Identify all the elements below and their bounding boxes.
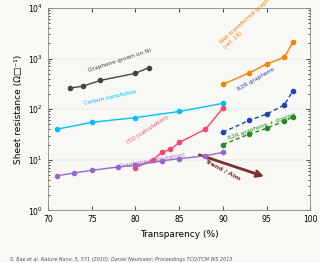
Text: R2R graphene + doping: R2R graphene + doping: [227, 113, 296, 141]
Y-axis label: Sheet resistance (Ω□⁻¹): Sheet resistance (Ω□⁻¹): [14, 54, 23, 164]
Text: Carbon nanotubes: Carbon nanotubes: [83, 89, 137, 106]
X-axis label: Transparency (%): Transparency (%): [140, 230, 219, 239]
Text: Graphene (calculation): Graphene (calculation): [118, 153, 185, 169]
Text: Trend / Aim: Trend / Aim: [204, 158, 241, 181]
Text: Wet-transferred graphene
(ref. 19): Wet-transferred graphene (ref. 19): [219, 0, 283, 50]
Text: S. Bae et al. Nature Nano. 5, 571 (2010); Daniel Neumaier; Proceedings TCO/TCM W: S. Bae et al. Nature Nano. 5, 571 (2010)…: [10, 257, 232, 262]
Text: Graphene grown on Ni: Graphene grown on Ni: [87, 48, 152, 73]
Text: R2R graphene: R2R graphene: [236, 67, 275, 92]
Text: ITO (calculation): ITO (calculation): [127, 114, 170, 145]
